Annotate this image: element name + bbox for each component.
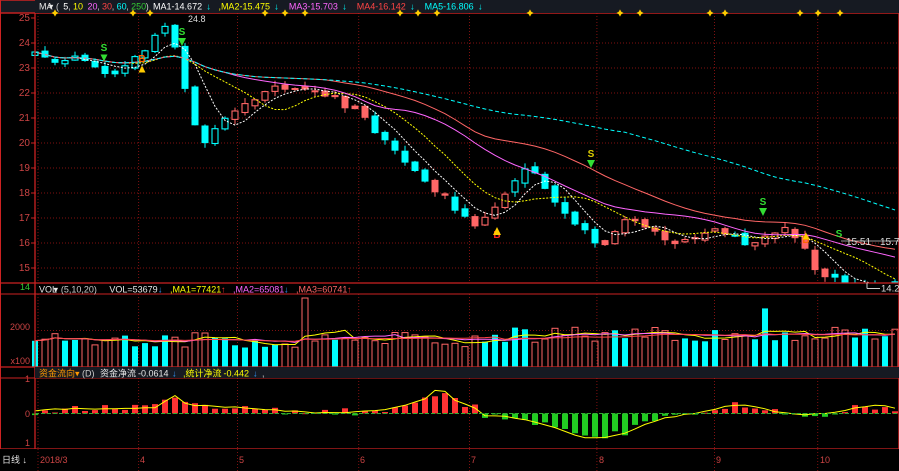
svg-text:B: B [138, 54, 145, 65]
svg-text:,: , [68, 1, 71, 11]
svg-text:250: 250 [131, 1, 146, 11]
svg-text:(: ( [54, 1, 60, 11]
svg-text:-0.442: -0.442 [224, 368, 250, 378]
svg-text:↓: ↓ [155, 284, 165, 294]
svg-text:18: 18 [19, 188, 31, 199]
svg-text:): ) [146, 1, 149, 11]
svg-text:16: 16 [19, 238, 31, 249]
svg-text:15: 15 [19, 263, 31, 274]
svg-text:↓: ↓ [204, 1, 214, 11]
svg-text:8: 8 [599, 455, 604, 465]
svg-text:6: 6 [360, 455, 365, 465]
svg-text:S: S [588, 149, 595, 160]
svg-text:S: S [101, 43, 108, 54]
svg-text:21: 21 [19, 113, 31, 124]
svg-text:资金净流: 资金净流 [98, 367, 137, 378]
svg-text:S: S [179, 27, 186, 38]
svg-text:2018/3: 2018/3 [40, 455, 68, 465]
svg-text:23: 23 [19, 63, 31, 74]
svg-text:17: 17 [19, 213, 31, 224]
svg-text:↑: ↑ [218, 284, 228, 294]
svg-text:30: 30 [102, 1, 112, 11]
svg-text:↑: ↑ [345, 284, 352, 294]
svg-text:10: 10 [73, 1, 83, 11]
svg-text:,MA2-15.475: ,MA2-15.475 [218, 1, 270, 11]
svg-text:19: 19 [19, 163, 31, 174]
svg-text:,: , [112, 1, 115, 11]
svg-text:S: S [760, 197, 767, 208]
svg-text:2000: 2000 [10, 322, 30, 332]
svg-text:S: S [836, 229, 843, 240]
svg-text:10: 10 [820, 455, 830, 465]
svg-text:↓: ↓ [251, 368, 258, 378]
svg-text:,MA2=65081: ,MA2=65081 [233, 284, 284, 294]
svg-text:15.71: 15.71 [880, 237, 899, 248]
svg-text:MA5-16.806: MA5-16.806 [422, 1, 474, 11]
svg-text:24: 24 [19, 38, 31, 49]
svg-text:14.20: 14.20 [881, 284, 899, 295]
svg-text:↓: ↓ [282, 284, 292, 294]
svg-text:9: 9 [716, 455, 721, 465]
svg-text:↓: ↓ [272, 1, 282, 11]
svg-text:,统计净流: ,统计净流 [183, 367, 222, 378]
svg-text:5: 5 [239, 455, 244, 465]
svg-text:,: , [126, 1, 129, 11]
svg-text:,MA3=60741: ,MA3=60741 [296, 284, 347, 294]
svg-text:VOL=53679: VOL=53679 [107, 284, 158, 294]
svg-text:,: , [260, 368, 265, 378]
svg-text:MA3-15.703: MA3-15.703 [286, 1, 338, 11]
svg-text:↓: ↓ [170, 368, 180, 378]
svg-text:MA4-16.142: MA4-16.142 [354, 1, 406, 11]
svg-text:4: 4 [140, 455, 145, 465]
svg-text:22: 22 [19, 88, 31, 99]
svg-text:(5,10,20): (5,10,20) [58, 284, 97, 294]
svg-text:1: 1 [25, 374, 30, 384]
svg-text:20: 20 [88, 1, 98, 11]
svg-text:↓: ↓ [340, 1, 350, 11]
svg-text:日线 ↓: 日线 ↓ [2, 454, 27, 465]
svg-text:-0.0614: -0.0614 [138, 368, 169, 378]
svg-text:(D): (D) [80, 368, 95, 378]
svg-text:↓: ↓ [476, 1, 483, 11]
svg-text:,: , [97, 1, 100, 11]
svg-text:15.51: 15.51 [846, 237, 871, 248]
svg-text:60: 60 [117, 1, 127, 11]
svg-text:20: 20 [19, 138, 31, 149]
svg-text:25: 25 [19, 13, 31, 24]
svg-text:24.8: 24.8 [188, 14, 206, 24]
svg-text:↓: ↓ [408, 1, 418, 11]
svg-text:MA1-14.672: MA1-14.672 [151, 1, 203, 11]
svg-text:7: 7 [471, 455, 476, 465]
svg-text:x100: x100 [10, 356, 30, 366]
svg-text:0: 0 [25, 409, 30, 419]
svg-text:资金流向: 资金流向 [39, 367, 75, 378]
svg-text:1: 1 [25, 438, 30, 448]
svg-text:,MA1=77421: ,MA1=77421 [170, 284, 221, 294]
